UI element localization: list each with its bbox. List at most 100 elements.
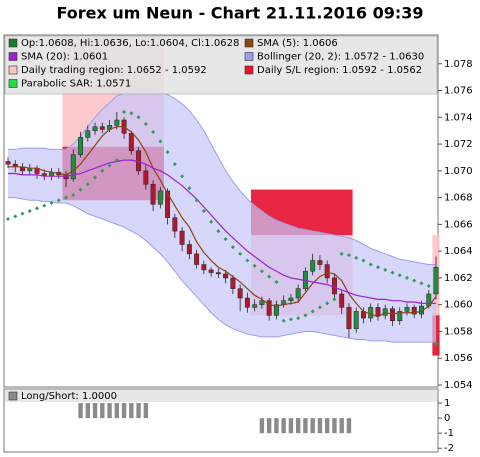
candle-body [259,300,265,305]
sar-dot [201,209,206,213]
sar-dot [35,206,40,211]
sar-dot [259,269,264,274]
candle-body [375,307,381,316]
legend-label: Parabolic SAR: 1.0571 [21,79,131,90]
sar-dot [187,186,192,191]
sar-dot [288,317,293,322]
sar-dot [238,251,243,256]
y-tick-label: -2 [444,443,454,454]
sar-dot [172,162,177,167]
long-short-bar [92,403,98,419]
y-tick-label: 1.062 [444,273,473,284]
legend-swatch [244,38,254,48]
candle-body [390,308,395,322]
y-tick-label: 0 [444,413,450,424]
sar-dot [354,255,359,260]
candle-body [172,217,178,232]
sar-dot [346,253,351,258]
sar-dot [114,158,119,163]
sar-dot [6,217,10,222]
candle-body [331,277,337,295]
bollinger-band [8,89,436,343]
sma-line [8,159,436,304]
legend-swatch [244,52,254,61]
legend-box [5,390,437,402]
sar-dot [390,270,395,275]
sar-dot [325,301,330,306]
long-short-bar [346,418,352,434]
legend-label: Long/Short: 1.0000 [21,391,117,402]
sar-dot [245,258,250,263]
y-tick-label: -1 [444,428,454,439]
sar-dot [230,245,235,250]
bollinger-lower [8,197,436,343]
sar-dot [13,214,18,219]
chart-title: Forex um Neun - Chart 21.11.2016 09:39 [56,4,423,23]
sar-dot [419,281,424,286]
sar-dot [426,283,431,288]
candle-body [288,297,294,301]
long-short-bar [85,403,90,419]
candle-body [237,288,243,299]
long-short-bar [129,403,134,419]
sar-dot [223,237,228,242]
candle-body [223,273,229,279]
sar-dot [274,279,279,284]
plot-layer: 1.054 1.056 1.058 1.060 1.062 1.064 1.066 1.068… [4,35,473,454]
legend-swatch [8,391,18,401]
sar-dot [412,278,417,283]
long-short-bar [100,403,105,419]
y-tick-label: 1.066 [444,219,473,230]
long-short-bar [78,403,83,419]
legend-label: SMA (5): 1.0606 [257,38,338,49]
candle-body [165,190,171,218]
sar-dot [42,203,47,208]
sar-dot [100,168,105,173]
long-short-bar [259,418,265,434]
candle-body [317,260,323,265]
sar-dot [122,109,127,114]
candle-body [411,307,417,315]
candle-body [157,190,163,205]
y-tick-label: 1.072 [444,139,473,150]
sar-dot [339,251,344,256]
sma-line [8,126,437,318]
candle-body [368,307,374,319]
sar-dot [71,192,76,197]
candle-body [114,119,120,126]
sar-dot [375,265,380,270]
y-tick-label: 1.070 [444,166,473,177]
candle-body [78,137,83,156]
sar-dot [303,313,308,318]
y-tick-label: 1.076 [444,86,473,97]
sar-dot [397,273,402,278]
y-tick-label: 1.058 [444,326,473,337]
y-tick-label: 1.056 [444,353,473,364]
sar-dot [56,198,61,203]
sar-dot [143,122,148,126]
sar-dot [158,139,163,144]
long-short-bar [121,403,127,419]
sar-dot [361,258,366,263]
sar-dot [317,305,322,310]
candle-body [85,130,91,138]
y-tick-label: 1.078 [444,59,473,70]
sar-dot [194,198,199,203]
candle-body [310,260,316,272]
long-short-bar [295,418,301,434]
long-short-bar [324,418,330,434]
sar-dot [383,267,388,272]
candle-body [201,264,207,271]
candle-body [266,300,272,316]
candle-body [324,264,330,279]
long-short-bar [281,418,286,434]
sar-dot [296,316,301,321]
sar-dot [332,297,337,302]
candle-body [128,133,134,152]
sar-dot [136,115,141,120]
legend-swatch [8,52,18,61]
candle-body [339,293,345,308]
candle-body [92,126,98,131]
